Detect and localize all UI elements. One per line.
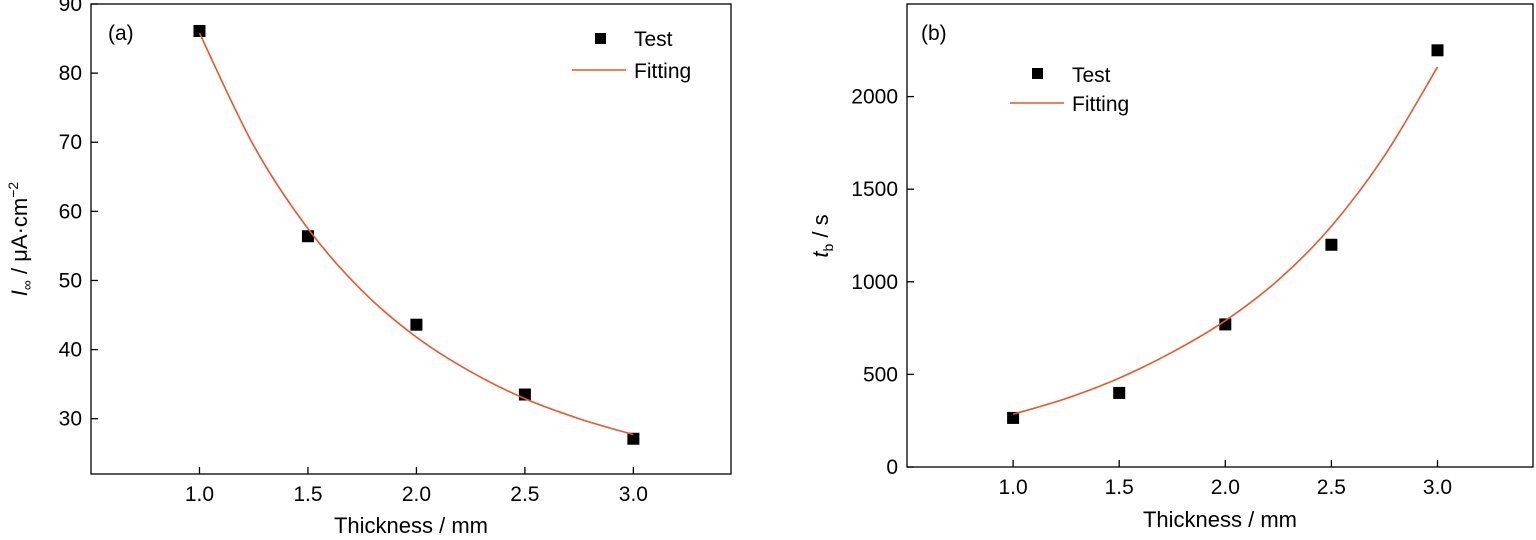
- y-axis-superscript: −2: [5, 182, 21, 198]
- y-axis-unit: / μA·cm: [7, 198, 32, 280]
- x-tick-label: 2.0: [1211, 476, 1240, 499]
- tick-marks: [91, 3, 635, 474]
- legend-label-fitting: Fitting: [1072, 93, 1129, 116]
- test-data-point: [627, 432, 640, 445]
- test-data-point: [1007, 411, 1020, 424]
- x-tick-label: 3.0: [1423, 476, 1452, 499]
- test-data-point: [1325, 238, 1338, 251]
- y-tick-label: 70: [59, 131, 82, 154]
- tick-marks: [907, 95, 1439, 468]
- panel-label: (b): [921, 22, 947, 45]
- test-data-point: [1219, 318, 1232, 331]
- fitting-curve: [198, 32, 634, 436]
- y-tick-label: 1500: [851, 178, 898, 201]
- y-axis-unit: / s: [808, 214, 833, 243]
- y-axis-subscript: ∞: [19, 280, 35, 290]
- test-data-point: [410, 318, 423, 331]
- y-tick-label: 40: [59, 339, 82, 362]
- legend-marker-test: [1032, 68, 1043, 79]
- y-tick-labels: 0 500 1000 1500 2000: [851, 86, 898, 479]
- x-tick-label: 2.5: [510, 483, 539, 506]
- y-axis-symbol: t: [808, 251, 833, 258]
- chart-panel-a: 1.0 1.5 2.0 2.5 3.0 30 40 50 60 70 80 90 (a) Thick…: [5, 0, 732, 538]
- y-tick-label: 500: [863, 363, 898, 386]
- x-tick-label: 1.0: [999, 476, 1028, 499]
- test-data-point: [193, 24, 206, 37]
- plot-frame: [90, 3, 732, 475]
- y-axis-subscript: b: [820, 244, 836, 252]
- y-tick-labels: 30 40 50 60 70 80 90: [59, 0, 82, 431]
- y-tick-label: 0: [886, 456, 898, 479]
- series-layer: [1007, 44, 1444, 424]
- y-axis-symbol: I: [7, 290, 32, 296]
- y-tick-label: 50: [59, 269, 82, 292]
- y-tick-label: 1000: [851, 271, 898, 294]
- plot-frame: [906, 3, 1534, 468]
- y-tick-label: 80: [59, 62, 82, 85]
- legend-label-fitting: Fitting: [634, 60, 691, 83]
- test-data-point: [1431, 44, 1444, 57]
- y-tick-label: 2000: [851, 86, 898, 109]
- test-data-point: [1113, 386, 1126, 399]
- panel-label: (a): [108, 22, 134, 45]
- fitting-curve: [1012, 66, 1439, 415]
- x-tick-label: 2.0: [402, 483, 431, 506]
- legend-label-test: Test: [634, 28, 673, 51]
- y-axis-title: I∞ / μA·cm−2: [5, 182, 35, 297]
- x-axis-title: Thickness / mm: [1143, 507, 1297, 532]
- x-tick-label: 2.5: [1317, 476, 1346, 499]
- legend: Test Fitting: [572, 28, 691, 83]
- x-axis-title: Thickness / mm: [334, 513, 488, 538]
- x-tick-label: 1.5: [293, 483, 322, 506]
- x-tick-label: 1.5: [1105, 476, 1134, 499]
- chart-panel-b: 1.0 1.5 2.0 2.5 3.0 0 500 1000 1500 2000 (b) Thi…: [808, 3, 1534, 532]
- y-tick-label: 30: [59, 408, 82, 431]
- legend-marker-test: [595, 33, 606, 44]
- x-tick-label: 1.0: [185, 483, 214, 506]
- legend-label-test: Test: [1072, 64, 1111, 87]
- y-tick-label: 90: [59, 0, 82, 16]
- x-tick-labels: 1.0 1.5 2.0 2.5 3.0: [185, 483, 648, 506]
- legend: Test Fitting: [1010, 64, 1129, 116]
- x-tick-labels: 1.0 1.5 2.0 2.5 3.0: [999, 476, 1453, 499]
- x-tick-label: 3.0: [619, 483, 648, 506]
- test-data-point: [301, 230, 314, 243]
- y-axis-title: tb / s: [808, 214, 836, 257]
- series-layer: [193, 24, 640, 445]
- y-tick-label: 60: [59, 200, 82, 223]
